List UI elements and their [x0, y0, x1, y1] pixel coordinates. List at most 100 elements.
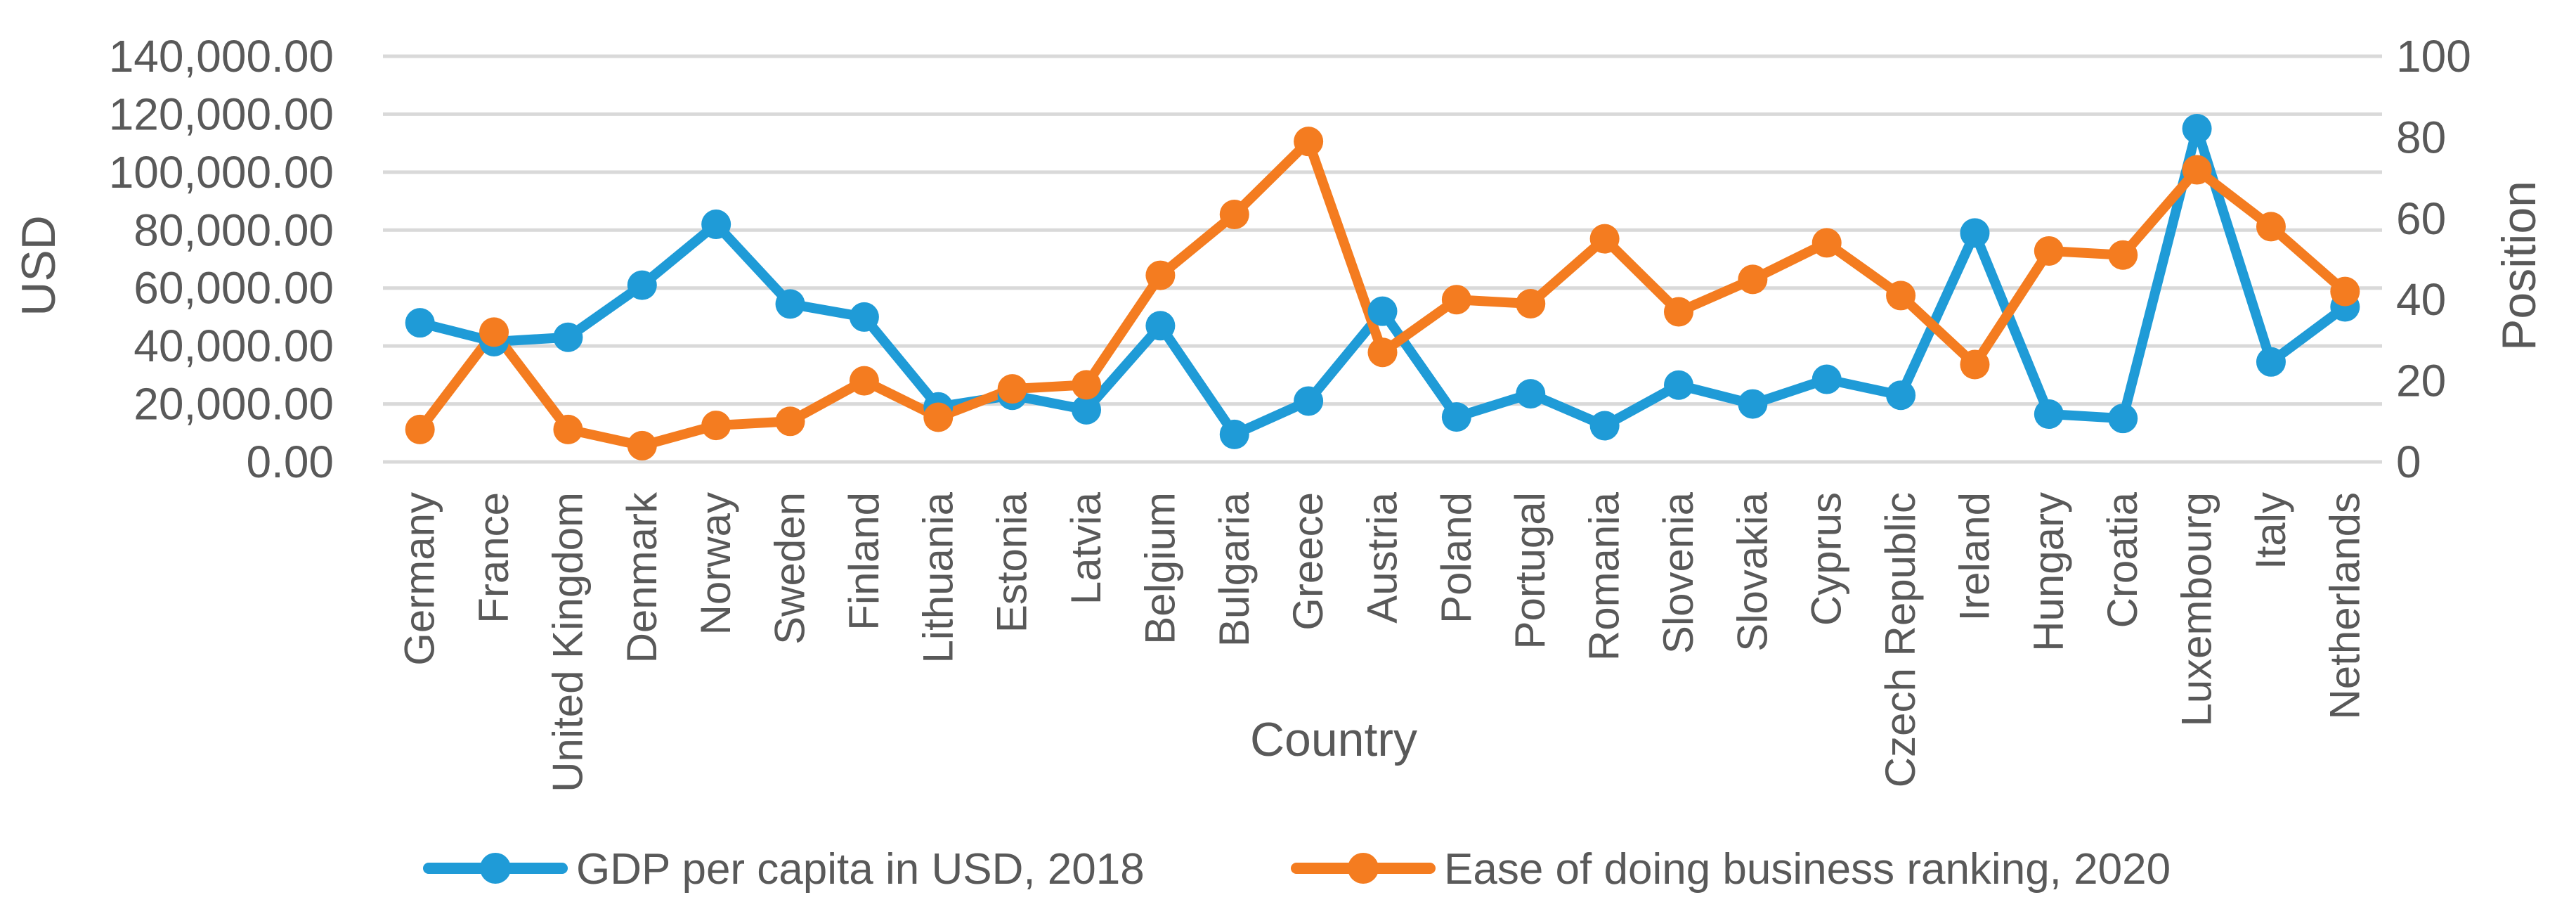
- x-tick-label: Czech Republic: [1877, 492, 1924, 787]
- x-tick-label: Sweden: [767, 492, 814, 645]
- legend-label-gdp: GDP per capita in USD, 2018: [576, 845, 1145, 894]
- y-tick-label-left: 120,000.00: [109, 89, 334, 139]
- data-point-1: [2330, 276, 2360, 307]
- x-axis: Germany France United Kingdom Denmark Norway…: [396, 491, 2369, 792]
- data-point-1: [849, 366, 879, 396]
- data-point-0: [1663, 370, 1693, 400]
- y-tick-label-left: 0.00: [246, 437, 334, 487]
- x-tick-label: Cyprus: [1803, 492, 1850, 626]
- data-point-1: [2108, 240, 2138, 270]
- data-point-1: [1441, 285, 1471, 315]
- data-point-1: [775, 406, 805, 437]
- y-tick-label-right: 0: [2396, 437, 2421, 487]
- x-tick-label: Norway: [692, 492, 739, 635]
- x-tick-label: Ireland: [1951, 492, 1998, 621]
- y-tick-label-left: 40,000.00: [134, 321, 334, 371]
- data-point-0: [1294, 386, 1324, 416]
- series-line-0: [415, 124, 2350, 439]
- y-tick-label-left: 60,000.00: [134, 263, 334, 314]
- x-tick-label: France: [470, 492, 517, 624]
- data-point-1: [1738, 264, 1768, 295]
- data-point-1: [479, 317, 509, 347]
- y-tick-label-right: 60: [2396, 193, 2446, 244]
- x-tick-label: Slovenia: [1655, 491, 1702, 654]
- y-tick-label-left: 100,000.00: [109, 147, 334, 198]
- data-point-0: [553, 322, 583, 352]
- x-tick-label: Austria: [1359, 491, 1406, 623]
- y-tick-label-right: 20: [2396, 356, 2446, 406]
- data-point-0: [1367, 296, 1398, 326]
- x-tick-label: Luxembourg: [2173, 492, 2220, 727]
- y-axis-right: 0 20 40 60 80 100: [2396, 31, 2471, 487]
- y-axis-title-right: Position: [2492, 181, 2546, 351]
- y-tick-label-right: 40: [2396, 274, 2446, 325]
- data-point-0: [2108, 404, 2138, 434]
- x-tick-label: Finland: [840, 492, 887, 631]
- data-point-1: [1589, 224, 1620, 254]
- data-point-1: [1811, 228, 1842, 258]
- data-point-1: [1886, 281, 1916, 311]
- x-axis-title: Country: [1250, 713, 1417, 766]
- data-point-1: [2034, 236, 2064, 266]
- data-point-1: [1294, 127, 1324, 157]
- series-line-1: [415, 136, 2350, 451]
- data-point-0: [1441, 402, 1471, 432]
- data-point-1: [1960, 349, 1990, 380]
- y-axis-left: 0.00 20,000.00 40,000.00 60,000.00 80,000.00…: [109, 31, 334, 487]
- x-tick-label: Latvia: [1062, 491, 1110, 605]
- data-point-0: [775, 289, 805, 319]
- data-point-1: [701, 411, 731, 441]
- y-tick-label-right: 100: [2396, 31, 2471, 82]
- data-point-0: [2034, 399, 2064, 429]
- data-point-0: [2256, 347, 2286, 377]
- data-point-1: [1145, 260, 1176, 290]
- x-tick-label: Estonia: [989, 491, 1036, 633]
- y-tick-label-left: 140,000.00: [109, 31, 334, 82]
- data-point-0: [405, 308, 435, 338]
- data-point-0: [1219, 419, 1249, 449]
- y-axis-title-left: USD: [12, 215, 65, 316]
- data-point-0: [1589, 411, 1620, 441]
- x-tick-label: Denmark: [618, 491, 665, 663]
- x-tick-label: Croatia: [2099, 491, 2146, 628]
- data-point-1: [997, 374, 1027, 404]
- legend-item-gdp: GDP per capita in USD, 2018: [423, 845, 1145, 894]
- data-point-1: [1367, 337, 1398, 368]
- gridlines: [383, 54, 2382, 464]
- data-point-0: [1960, 218, 1990, 248]
- x-tick-label: Germany: [396, 492, 443, 666]
- y-tick-label-right: 80: [2396, 112, 2446, 162]
- x-tick-label: Bulgaria: [1211, 491, 1258, 647]
- data-point-0: [1072, 394, 1102, 425]
- x-tick-label: Lithuania: [914, 491, 961, 663]
- data-point-0: [1811, 364, 1842, 394]
- x-tick-label: Poland: [1433, 492, 1480, 624]
- data-point-0: [1738, 389, 1768, 419]
- x-tick-label: Greece: [1284, 492, 1332, 631]
- x-tick-label: United Kingdom: [544, 492, 591, 792]
- x-tick-label: Romania: [1581, 491, 1628, 661]
- data-point-1: [1072, 370, 1102, 400]
- legend-marker-gdp: [480, 853, 511, 884]
- legend: GDP per capita in USD, 2018 Ease of doin…: [423, 845, 2171, 894]
- data-point-1: [1219, 200, 1249, 230]
- data-point-1: [405, 414, 435, 444]
- series-group: [405, 114, 2360, 460]
- data-point-0: [1886, 380, 1916, 411]
- data-point-1: [2256, 212, 2286, 242]
- data-point-1: [627, 430, 657, 460]
- legend-label-ease: Ease of doing business ranking, 2020: [1444, 845, 2171, 894]
- data-point-0: [1516, 379, 1546, 409]
- data-point-1: [1663, 297, 1693, 327]
- data-point-1: [923, 402, 954, 432]
- legend-item-ease: Ease of doing business ranking, 2020: [1291, 845, 2171, 894]
- data-point-0: [849, 302, 879, 332]
- y-tick-label-left: 20,000.00: [134, 379, 334, 430]
- y-tick-label-left: 80,000.00: [134, 205, 334, 255]
- x-tick-label: Portugal: [1507, 492, 1554, 649]
- x-tick-label: Netherlands: [2321, 492, 2368, 720]
- data-point-1: [1516, 288, 1546, 318]
- x-tick-label: Slovakia: [1729, 491, 1776, 651]
- data-point-0: [627, 270, 657, 300]
